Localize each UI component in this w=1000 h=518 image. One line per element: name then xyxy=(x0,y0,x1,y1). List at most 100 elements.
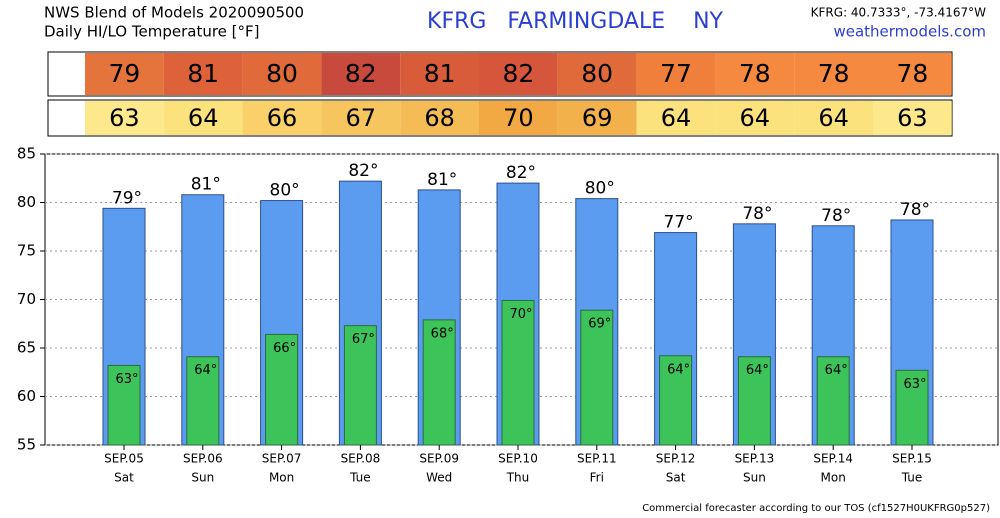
strip-cell xyxy=(321,53,401,95)
strip-value: 66 xyxy=(267,104,298,132)
strip-cell xyxy=(873,53,952,95)
strip-cell xyxy=(479,53,558,95)
bar xyxy=(422,319,456,446)
y-tick-label: 80 xyxy=(17,193,36,211)
x-weekday-label: Sat xyxy=(114,471,134,485)
value-label: 70° xyxy=(509,307,532,322)
x-tick-label: SEP.07 xyxy=(262,452,302,466)
value-label: 80° xyxy=(585,179,615,199)
strip-cell xyxy=(873,101,952,135)
strip-value: 78 xyxy=(818,59,850,88)
y-tick-label: 65 xyxy=(17,339,36,357)
x-weekday-label: Tue xyxy=(349,471,371,485)
y-tick-label: 85 xyxy=(17,145,36,163)
x-weekday-label: Thu xyxy=(506,471,530,485)
value-label: 82° xyxy=(506,163,536,183)
strip-value: 67 xyxy=(346,104,377,132)
x-tick-label: SEP.11 xyxy=(577,452,617,466)
strip-cell xyxy=(715,53,795,95)
strip-value: 63 xyxy=(897,104,928,132)
value-label: 64° xyxy=(825,363,848,378)
x-weekday-label: Fri xyxy=(590,471,604,485)
y-tick-label: 70 xyxy=(17,290,36,308)
strip-value: 64 xyxy=(661,104,692,132)
strip-value: 77 xyxy=(660,59,692,88)
value-label: 64° xyxy=(667,362,690,377)
strip-cell xyxy=(794,53,873,95)
strip-cell xyxy=(715,101,795,135)
x-weekday-label: Sun xyxy=(743,471,766,485)
strip-cell xyxy=(242,101,322,135)
subtitle: Daily HI/LO Temperature [°F] xyxy=(44,23,260,41)
x-tick-label: SEP.09 xyxy=(419,452,459,466)
x-weekday-label: Sun xyxy=(191,471,214,485)
value-label: 68° xyxy=(431,326,454,341)
strip-cell xyxy=(557,53,637,95)
strip-cell xyxy=(85,53,164,95)
bar xyxy=(501,299,535,446)
value-label: 80° xyxy=(270,181,300,201)
bar xyxy=(107,364,141,446)
strip-value: 70 xyxy=(503,104,534,132)
value-label: 78° xyxy=(742,204,772,224)
strip-value: 81 xyxy=(424,59,456,88)
strip-value: 81 xyxy=(187,59,219,88)
strip-cell xyxy=(163,101,243,135)
bar xyxy=(186,356,220,446)
strip-value: 80 xyxy=(266,59,298,88)
bar xyxy=(580,309,614,446)
bar xyxy=(816,356,850,446)
strip-cell xyxy=(85,101,164,135)
strip-value: 64 xyxy=(188,104,219,132)
station: KFRG FARMINGDALE NY xyxy=(427,9,724,34)
strip-value: 82 xyxy=(502,59,534,88)
x-tick-label: SEP.06 xyxy=(183,452,223,466)
value-label: 81° xyxy=(191,175,221,195)
bar xyxy=(737,356,771,446)
strip-cell xyxy=(479,101,558,135)
strip-value: 80 xyxy=(581,59,613,88)
x-weekday-label: Sat xyxy=(666,471,686,485)
bar xyxy=(343,325,377,446)
strip-cell xyxy=(557,101,637,135)
value-label: 69° xyxy=(588,317,611,332)
x-tick-label: SEP.08 xyxy=(341,452,381,466)
strip-value: 64 xyxy=(818,104,849,132)
strip-value: 78 xyxy=(896,59,928,88)
strip-value: 82 xyxy=(345,59,377,88)
value-label: 63° xyxy=(115,372,138,387)
coords: KFRG: 40.7333°, -73.4167°W xyxy=(811,6,986,20)
strip-value: 63 xyxy=(109,104,140,132)
x-tick-label: SEP.13 xyxy=(735,452,775,466)
strip-cell xyxy=(400,53,479,95)
x-tick-label: SEP.05 xyxy=(104,452,144,466)
value-label: 63° xyxy=(903,377,926,392)
strip-cell xyxy=(636,53,716,95)
strip-cell xyxy=(400,101,479,135)
y-tick-label: 55 xyxy=(17,436,36,454)
strip-cell xyxy=(242,53,322,95)
y-tick-label: 75 xyxy=(17,242,36,260)
strip-value: 69 xyxy=(582,104,613,132)
bar xyxy=(895,369,929,446)
value-label: 77° xyxy=(664,213,694,233)
x-weekday-label: Wed xyxy=(426,471,452,485)
x-weekday-label: Tue xyxy=(901,471,923,485)
x-tick-label: SEP.15 xyxy=(892,452,932,466)
strip-value: 64 xyxy=(740,104,771,132)
title: NWS Blend of Models 2020090500 xyxy=(44,4,304,22)
value-label: 64° xyxy=(746,363,769,378)
x-weekday-label: Mon xyxy=(269,471,294,485)
strip-value: 78 xyxy=(739,59,771,88)
value-label: 79° xyxy=(112,188,142,208)
strip-cell xyxy=(794,101,873,135)
value-label: 66° xyxy=(273,341,296,356)
footer: Commercial forecaster according to our T… xyxy=(642,503,990,514)
site: weathermodels.com xyxy=(833,23,986,41)
value-label: 78° xyxy=(900,200,930,220)
strip-cell xyxy=(163,53,243,95)
strip-value: 79 xyxy=(108,59,140,88)
value-label: 64° xyxy=(194,363,217,378)
x-tick-label: SEP.12 xyxy=(656,452,696,466)
